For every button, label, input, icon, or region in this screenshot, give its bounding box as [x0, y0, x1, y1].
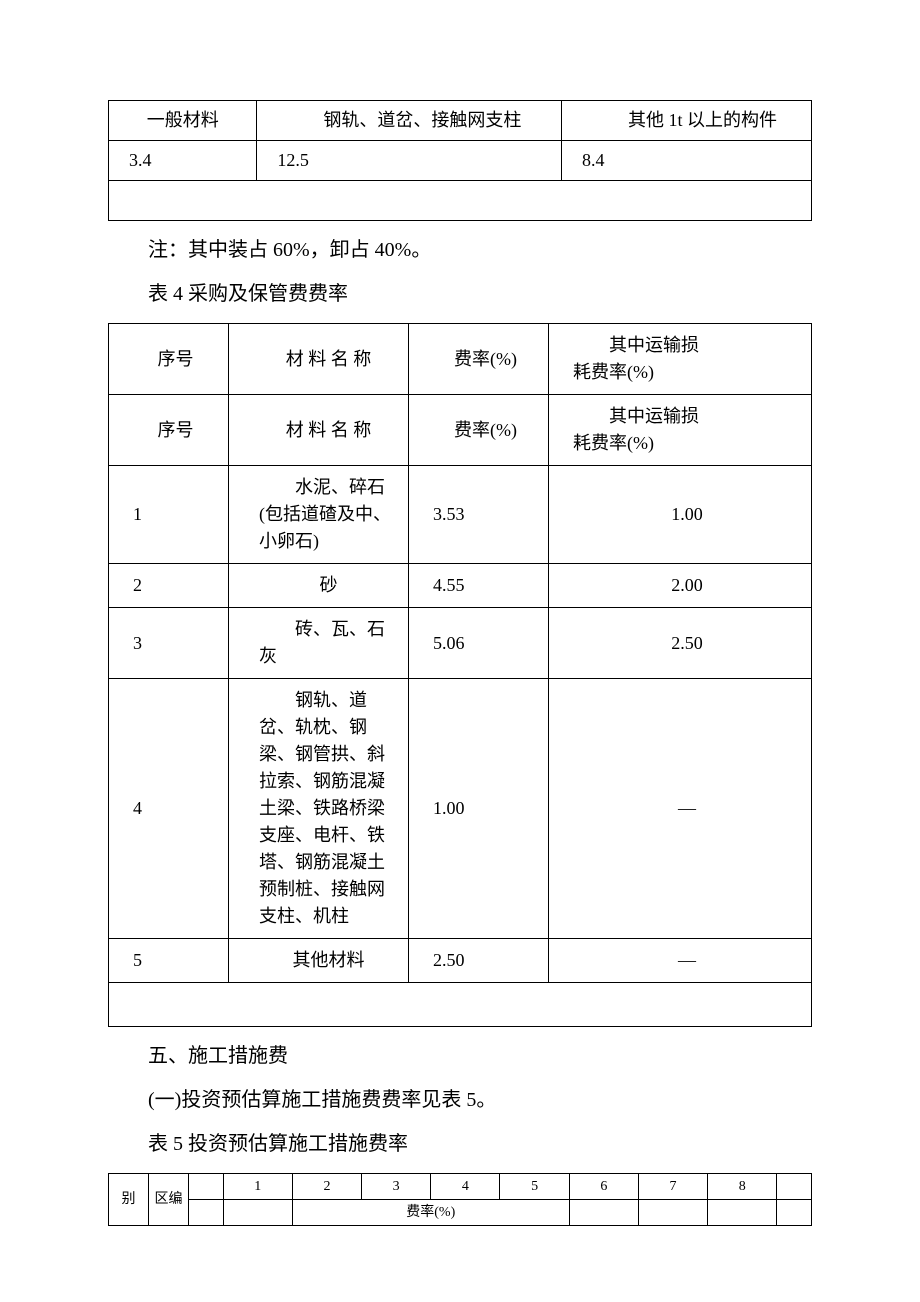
t2-h-name: 材 料 名 称	[229, 324, 409, 395]
t3-side-category: 别	[109, 1174, 149, 1226]
t2-h2-no: 序号	[109, 395, 229, 466]
t2-r1-rate: 3.53	[409, 466, 549, 564]
t2-h2-loss: 其中运输损 耗费率(%)	[549, 395, 812, 466]
t2-h2-rate: 费率(%)	[409, 395, 549, 466]
t2-r5-loss: —	[549, 939, 812, 983]
t3-zone-4: 4	[431, 1174, 500, 1200]
t2-r5-no: 5	[109, 939, 229, 983]
t3-zone-1: 1	[223, 1174, 292, 1200]
t1-value-general: 3.4	[109, 141, 257, 181]
t3-side-category-text: 别	[122, 1192, 136, 1207]
section5-heading: 五、施工措施费	[108, 1041, 812, 1071]
t2-r2-loss: 2.00	[549, 564, 812, 608]
construction-measure-rate-table: 别 区编 1 2 3 4 5 6 7 8 费率(%)	[108, 1173, 812, 1226]
t1-header-general: 一般材料	[109, 101, 257, 141]
t2-h2-name: 材 料 名 称	[229, 395, 409, 466]
t2-r3-no: 3	[109, 608, 229, 679]
t3-rate-label: 费率(%)	[292, 1200, 569, 1226]
t3-empty-a	[189, 1200, 224, 1226]
t3-empty-col	[189, 1174, 224, 1200]
t3-zone-7: 7	[638, 1174, 707, 1200]
t2-h-no: 序号	[109, 324, 229, 395]
t3-region-label: 区编	[149, 1174, 189, 1226]
t2-empty-row	[109, 983, 812, 1027]
t3-empty-d	[638, 1200, 707, 1226]
table-row: 5 其他材料 2.50 —	[109, 939, 812, 983]
loading-note: 注：其中装占 60%，卸占 40%。	[108, 235, 812, 265]
t1-empty-row	[109, 181, 812, 221]
table-row: 4 钢轨、道岔、轨枕、钢梁、钢管拱、斜拉索、钢筋混凝土梁、铁路桥梁支座、电杆、铁…	[109, 679, 812, 939]
t2-r2-no: 2	[109, 564, 229, 608]
t2-h-loss-l2: 耗费率(%)	[573, 362, 654, 382]
t2-r1-name: 水泥、碎石(包括道碴及中、小卵石)	[229, 466, 409, 564]
t2-r4-rate: 1.00	[409, 679, 549, 939]
t1-value-rail: 12.5	[257, 141, 562, 181]
t3-empty-c	[569, 1200, 638, 1226]
t2-r5-rate: 2.50	[409, 939, 549, 983]
t1-header-rail: 钢轨、道岔、接触网支柱	[257, 101, 562, 141]
t2-h-loss: 其中运输损 耗费率(%)	[549, 324, 812, 395]
t3-empty-f	[777, 1200, 812, 1226]
t3-empty-b	[223, 1200, 292, 1226]
t3-zone-8: 8	[708, 1174, 777, 1200]
section5-sub: (一)投资预估算施工措施费费率见表 5。	[108, 1085, 812, 1115]
t3-zone-6: 6	[569, 1174, 638, 1200]
t2-r3-name: 砖、瓦、石灰	[229, 608, 409, 679]
t2-r1-no: 1	[109, 466, 229, 564]
loading-rate-table: 一般材料 钢轨、道岔、接触网支柱 其他 1t 以上的构件 3.4 12.5 8.…	[108, 100, 812, 221]
t2-r3-loss: 2.50	[549, 608, 812, 679]
table-row: 1 水泥、碎石(包括道碴及中、小卵石) 3.53 1.00	[109, 466, 812, 564]
t2-h-loss-l1: 其中运输损	[573, 335, 699, 355]
t2-r1-loss: 1.00	[549, 466, 812, 564]
t3-zone-3: 3	[362, 1174, 431, 1200]
t2-h2-loss-l1: 其中运输损	[573, 406, 699, 426]
t3-zone-5: 5	[500, 1174, 569, 1200]
t2-r4-no: 4	[109, 679, 229, 939]
t2-r2-name: 砂	[229, 564, 409, 608]
t3-zone-2: 2	[292, 1174, 361, 1200]
t2-r3-rate: 5.06	[409, 608, 549, 679]
t2-r2-rate: 4.55	[409, 564, 549, 608]
t2-r4-name: 钢轨、道岔、轨枕、钢梁、钢管拱、斜拉索、钢筋混凝土梁、铁路桥梁支座、电杆、铁塔、…	[229, 679, 409, 939]
t3-empty-e	[708, 1200, 777, 1226]
table5-title: 表 5 投资预估算施工措施费率	[108, 1129, 812, 1159]
t2-r4-loss: —	[549, 679, 812, 939]
t1-value-other: 8.4	[562, 141, 812, 181]
t2-r5-name: 其他材料	[229, 939, 409, 983]
table4-title: 表 4 采购及保管费费率	[108, 279, 812, 309]
table-row: 3 砖、瓦、石灰 5.06 2.50	[109, 608, 812, 679]
t2-h-rate: 费率(%)	[409, 324, 549, 395]
procurement-storage-rate-table: 序号 材 料 名 称 费率(%) 其中运输损 耗费率(%) 序号 材 料 名 称…	[108, 323, 812, 1027]
t3-empty-end	[777, 1174, 812, 1200]
table-row: 2 砂 4.55 2.00	[109, 564, 812, 608]
t1-header-other: 其他 1t 以上的构件	[562, 101, 812, 141]
t3-region-label-text: 区编	[155, 1192, 183, 1207]
t2-h2-loss-l2: 耗费率(%)	[573, 433, 654, 453]
